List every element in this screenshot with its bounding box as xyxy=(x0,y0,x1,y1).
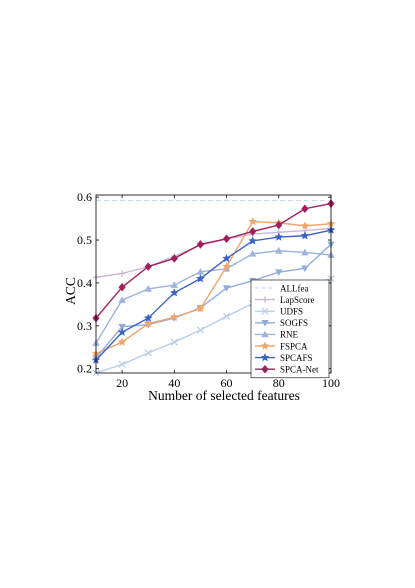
data-point-udfs xyxy=(222,312,231,321)
data-point-spcafs xyxy=(143,313,153,322)
data-point-rne xyxy=(301,248,309,256)
x-tick-label: 60 xyxy=(221,376,233,390)
legend-marker-spca-net xyxy=(261,364,269,374)
data-point-spca-net xyxy=(301,204,309,213)
y-tick-label: 0.6 xyxy=(77,190,92,204)
data-point-fspca xyxy=(222,261,231,271)
series-line-rne xyxy=(95,250,332,344)
data-point-spcafs xyxy=(222,253,231,263)
data-point-rne xyxy=(248,249,257,257)
data-point-spca-net xyxy=(196,240,205,249)
legend-label-sogfs: SOGFS xyxy=(280,318,308,328)
series-fspca xyxy=(91,216,336,358)
data-point-fspca xyxy=(143,319,153,328)
data-point-udfs xyxy=(118,360,126,369)
data-point-spcafs xyxy=(248,236,258,245)
x-axis-label: Number of selected features xyxy=(148,388,300,403)
data-point-rne xyxy=(144,285,152,292)
legend-label-fspca: FSPCA xyxy=(280,341,308,351)
legend-marker-fspca xyxy=(260,341,270,350)
y-axis-label: ACC xyxy=(63,277,78,305)
series-spcafs xyxy=(91,225,336,364)
legend-item-allfea: ALLfea xyxy=(255,283,308,293)
series-line-spcafs xyxy=(95,229,332,361)
data-point-spca-net xyxy=(249,227,257,236)
data-point-sogfs xyxy=(275,269,283,277)
legend-marker-rne xyxy=(261,330,269,338)
x-tick-label: 20 xyxy=(116,376,128,390)
legend-label-allfea: ALLfea xyxy=(280,283,308,293)
y-tick-label: 0.2 xyxy=(77,362,92,376)
data-point-rne xyxy=(275,246,283,254)
legend-item-spcafs: SPCAFS xyxy=(255,353,313,363)
data-point-spcafs xyxy=(274,232,284,241)
data-point-spcafs xyxy=(196,273,205,283)
data-point-sogfs xyxy=(118,323,126,331)
series-lapscore xyxy=(92,225,335,281)
data-point-sogfs xyxy=(301,265,309,273)
legend-marker-lapscore xyxy=(261,296,269,303)
plot-frame xyxy=(95,194,332,374)
legend-item-spca-net: SPCA-Net xyxy=(255,365,319,375)
data-point-lapscore xyxy=(118,270,126,277)
data-point-spca-net xyxy=(222,234,231,244)
data-point-fspca xyxy=(248,216,258,226)
x-tick-label: 80 xyxy=(273,376,285,390)
legend-label-lapscore: LapScore xyxy=(280,295,314,305)
data-point-spca-net xyxy=(275,220,283,230)
data-point-spca-net xyxy=(118,282,126,292)
data-point-spca-net xyxy=(170,254,178,263)
legend-marker-sogfs xyxy=(261,319,269,327)
data-point-fspca xyxy=(300,221,310,230)
legend-item-rne: RNE xyxy=(255,330,299,340)
data-point-udfs xyxy=(196,326,205,334)
legend-item-sogfs: SOGFS xyxy=(255,318,308,328)
legend-label-rne: RNE xyxy=(280,330,299,340)
data-point-rne xyxy=(118,296,126,303)
data-point-udfs xyxy=(144,349,152,357)
data-point-spcafs xyxy=(300,231,310,240)
data-point-fspca xyxy=(196,304,205,313)
x-tick-label: 100 xyxy=(322,376,340,390)
legend-box xyxy=(250,279,330,379)
data-point-spcafs xyxy=(169,288,179,297)
axes-layer: 20 40 60 80 100 0.2 0.3 0.4 0.5 0.6 xyxy=(77,190,340,390)
y-tick-label: 0.4 xyxy=(77,276,92,290)
data-point-spca-net xyxy=(144,262,152,271)
series-line-spca-net xyxy=(95,202,332,319)
legend-marker-spcafs xyxy=(260,352,270,362)
data-point-fspca xyxy=(169,312,179,322)
legend-label-udfs: UDFS xyxy=(280,307,303,317)
legend-item-udfs: UDFS xyxy=(255,307,303,317)
y-tick-label: 0.5 xyxy=(77,233,92,247)
legend-item-lapscore: LapScore xyxy=(255,295,314,305)
data-point-fspca xyxy=(117,337,127,346)
data-point-udfs xyxy=(170,338,178,346)
data-point-sogfs xyxy=(222,285,231,292)
legend-item-fspca: FSPCA xyxy=(255,341,308,351)
data-point-spcafs xyxy=(117,327,127,337)
x-tick-label: 40 xyxy=(168,376,180,390)
legend-label-spca-net: SPCA-Net xyxy=(280,365,319,375)
legend-marker-udfs xyxy=(261,307,269,315)
data-point-rne xyxy=(170,281,179,288)
legend-label-spcafs: SPCAFS xyxy=(280,353,313,363)
y-tick-label: 0.3 xyxy=(77,319,92,333)
series-line-fspca xyxy=(95,220,332,355)
series-spca-net xyxy=(92,199,335,323)
